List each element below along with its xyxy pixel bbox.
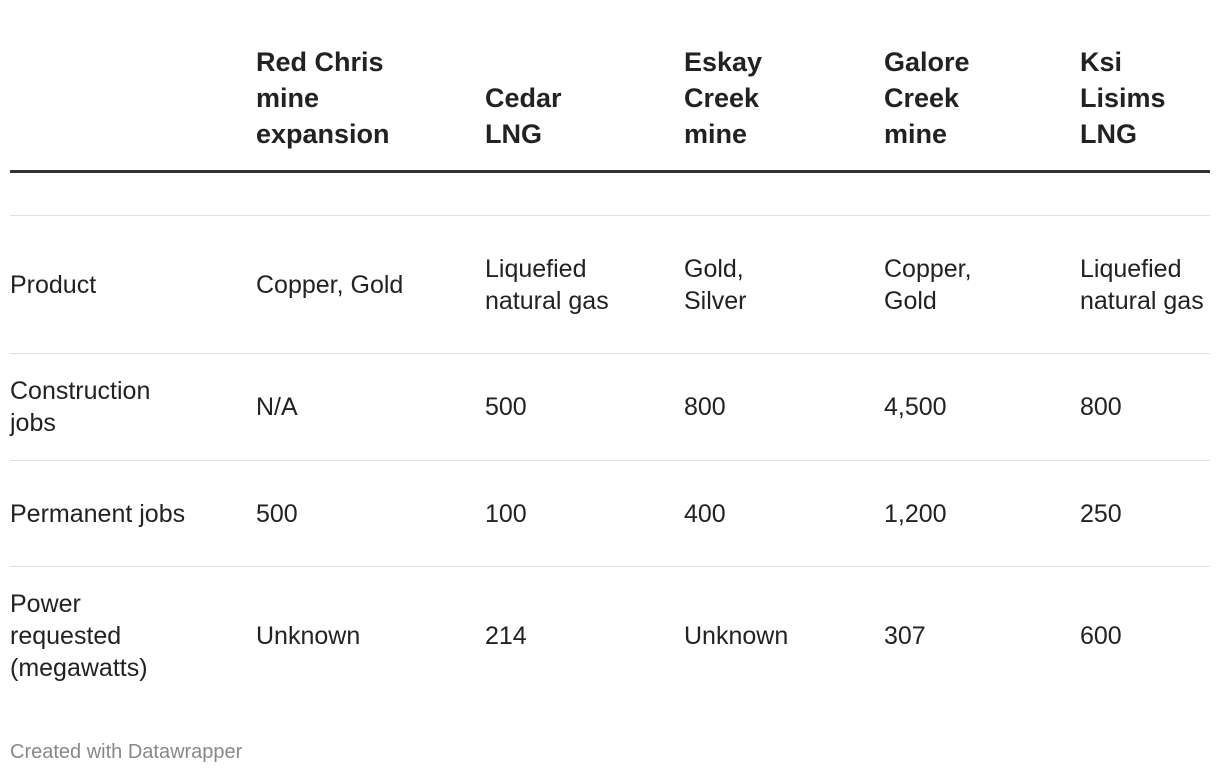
table-cell: Copper, Gold [884,215,1080,354]
table-row: Permanent jobs 500 100 400 1,200 250 [10,460,1210,567]
column-header: Cedar LNG [485,0,684,173]
table-cell: 800 [684,353,884,461]
table-cell: 600 [1080,622,1122,650]
row-label: Construction jobs [10,353,256,461]
table-cell: 500 [485,353,684,461]
table-cell: 214 [485,622,527,650]
table-cell: Liquefied natural gas [485,215,684,354]
table-cell: 100 [485,460,684,567]
table-cell: 800 [1080,353,1210,461]
table-wrap: Red Chris mine expansion Cedar LNG Eskay C… [10,0,1210,705]
table-cell: 400 [684,460,884,567]
table-cell: 1,200 [884,460,1080,567]
table-row: Power requested (megawatts) Unknown 214 Unk… [10,567,1210,706]
column-header: Ksi Lisims LNG [1080,0,1210,173]
corner-cell [10,0,256,173]
table-cell: 250 [1080,460,1210,567]
table-cell: Unknown [684,622,789,650]
table-cell: Copper, Gold [256,215,485,354]
table: Red Chris mine expansion Cedar LNG Eskay C… [10,0,1210,705]
column-header: Eskay Creek mine [684,0,884,173]
footer: Created with Datawrapper [10,741,243,763]
table-cell: 4,500 [884,353,1080,461]
row-label: Power requested (megawatts) [10,590,148,682]
table-row: Product Copper, Gold Liquefied natural gas… [10,215,1210,354]
header-row: Red Chris mine expansion Cedar LNG Eskay C… [10,0,1210,173]
table-cell: 307 [884,622,926,650]
table-cell: Liquefied natural gas [1080,215,1210,354]
row-label: Product [10,215,256,354]
spacer-row [10,171,1210,216]
table-cell: N/A [256,353,485,461]
column-header: Red Chris mine expansion [256,0,485,173]
row-label: Permanent jobs [10,460,256,567]
table-cell: Gold, Silver [684,215,884,354]
table-row: Construction jobs N/A 500 800 4,500 800 [10,353,1210,461]
table-body: Product Copper, Gold Liquefied natural gas… [10,171,1210,706]
column-header: Galore Creek mine [884,0,1080,173]
spacer-cell [10,171,1210,216]
table-cell: Unknown [256,622,361,650]
table-cell: 500 [256,460,485,567]
